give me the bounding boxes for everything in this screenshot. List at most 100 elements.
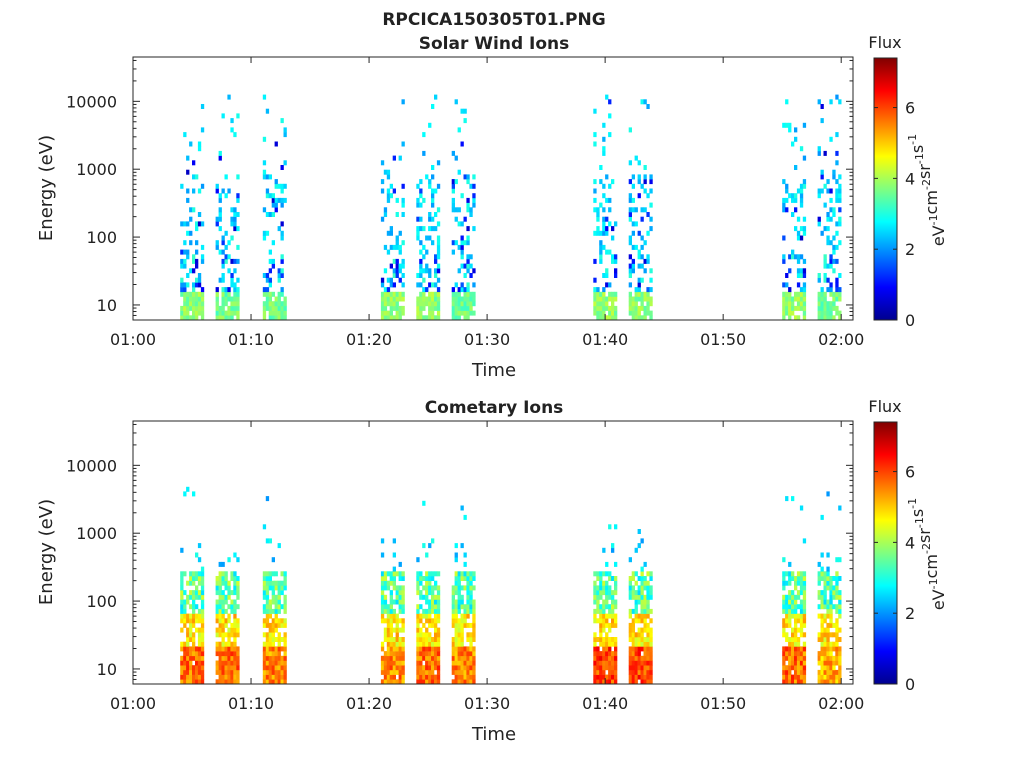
heatmap-cell: [451, 183, 455, 189]
heatmap-cell: [274, 604, 278, 610]
heatmap-cell: [200, 183, 205, 189]
heatmap-cell: [823, 679, 827, 685]
heatmap-cell: [221, 561, 225, 567]
heatmap-cell: [643, 188, 647, 194]
heatmap-cell: [380, 599, 385, 605]
heatmap-cell: [274, 608, 278, 614]
heatmap-cell: [782, 594, 786, 600]
colorbar-tick-label: 6: [905, 99, 915, 118]
heatmap-cell: [431, 240, 435, 246]
heatmap-cell: [463, 571, 467, 577]
heatmap-cell: [200, 669, 205, 675]
heatmap-cell: [838, 188, 842, 194]
heatmap-cell: [608, 627, 612, 633]
heatmap-cell: [233, 287, 237, 293]
heatmap-cell: [469, 310, 473, 316]
heatmap-cell: [802, 179, 807, 185]
heatmap-cell: [799, 571, 804, 577]
heatmap-cell: [794, 197, 798, 203]
heatmap-cell: [183, 613, 187, 619]
heatmap-cell: [230, 646, 234, 652]
heatmap-cell: [280, 202, 284, 208]
heatmap-cell: [436, 599, 441, 605]
heatmap-cell: [637, 282, 641, 288]
heatmap-cell: [262, 301, 267, 307]
heatmap-cell: [596, 669, 600, 675]
heatmap-cell: [236, 655, 240, 661]
heatmap-cell: [180, 665, 184, 671]
heatmap-cell: [614, 641, 618, 647]
heatmap-cell: [416, 655, 420, 661]
heatmap-cell: [218, 226, 222, 232]
heatmap-cell: [274, 301, 278, 307]
heatmap-cell: [268, 599, 272, 605]
heatmap-cell: [186, 315, 190, 321]
heatmap-cell: [788, 674, 792, 680]
heatmap-cell: [829, 258, 833, 264]
heatmap-cell: [823, 310, 827, 316]
heatmap-cell: [398, 230, 402, 236]
heatmap-cell: [829, 207, 833, 213]
heatmap-cell: [646, 585, 650, 591]
heatmap-cell: [628, 613, 632, 619]
heatmap-cell: [802, 641, 807, 647]
heatmap-cell: [838, 627, 842, 633]
heatmap-cell: [605, 315, 609, 321]
heatmap-cell: [817, 315, 821, 321]
heatmap-cell: [195, 282, 199, 288]
heatmap-cell: [646, 287, 650, 293]
heatmap-cell: [835, 282, 839, 288]
heatmap-cell: [195, 604, 199, 610]
heatmap-cell: [466, 674, 470, 680]
heatmap-cell: [434, 679, 438, 685]
heatmap-cell: [192, 571, 196, 577]
heatmap-cell: [274, 183, 278, 189]
heatmap-cell: [602, 244, 606, 250]
heatmap-cell: [416, 197, 420, 203]
heatmap-cell: [227, 637, 231, 642]
heatmap-cell: [826, 613, 830, 619]
heatmap-cell: [640, 594, 644, 600]
heatmap-cell: [200, 604, 205, 610]
heatmap-cell: [605, 651, 609, 657]
heatmap-cell: [454, 665, 458, 671]
heatmap-cell: [466, 258, 470, 264]
heatmap-cell: [233, 301, 237, 307]
heatmap-cell: [215, 305, 219, 311]
heatmap-cell: [389, 627, 393, 633]
heatmap-cell: [451, 197, 455, 203]
heatmap-cell: [189, 651, 193, 657]
heatmap-cell: [794, 618, 798, 624]
heatmap-cell: [221, 571, 225, 577]
heatmap-cell: [180, 282, 184, 288]
heatmap-cell: [608, 590, 612, 596]
heatmap-cell: [451, 305, 455, 311]
heatmap-cell: [186, 291, 190, 297]
heatmap-cell: [386, 627, 391, 633]
heatmap-cell: [434, 315, 438, 321]
heatmap-cell: [395, 263, 399, 269]
heatmap-cell: [596, 646, 600, 652]
heatmap-cell: [236, 585, 240, 591]
heatmap-cell: [283, 301, 287, 307]
heatmap-cell: [829, 632, 833, 638]
heatmap-cell: [832, 207, 836, 213]
heatmap-cell: [796, 604, 801, 610]
heatmap-cell: [422, 665, 426, 671]
heatmap-cell: [602, 604, 606, 610]
heatmap-cell: [283, 646, 287, 652]
heatmap-cell: [829, 197, 833, 203]
heatmap-cell: [788, 646, 792, 652]
heatmap-cell: [271, 585, 275, 591]
heatmap-cell: [268, 315, 272, 321]
heatmap-cell: [389, 674, 393, 680]
heatmap-cell: [599, 674, 603, 680]
heatmap-cell: [274, 197, 278, 203]
heatmap-cell: [227, 188, 231, 194]
heatmap-cell: [782, 282, 786, 288]
heatmap-cell: [283, 585, 287, 591]
heatmap-cell: [451, 599, 455, 605]
heatmap-cell: [631, 571, 635, 577]
heatmap-cell: [265, 646, 270, 652]
heatmap-cell: [817, 613, 821, 619]
